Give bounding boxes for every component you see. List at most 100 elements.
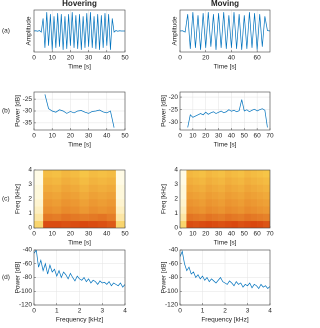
heat-cell xyxy=(218,184,226,193)
column-title: Hovering xyxy=(62,0,97,8)
heat-cell xyxy=(231,191,239,200)
heat-cell xyxy=(205,191,213,200)
x-axis-label: Time [s] xyxy=(214,142,237,149)
heat-cell xyxy=(231,184,239,193)
heat-cell xyxy=(205,184,213,193)
heat-cell xyxy=(225,170,232,178)
heat-cell xyxy=(237,191,245,200)
heat-cell xyxy=(237,220,245,228)
heat-cell xyxy=(237,199,245,207)
x-tick-label: 0 xyxy=(178,231,182,238)
heat-cell xyxy=(88,206,98,214)
heat-cell xyxy=(79,213,89,222)
heat-cell xyxy=(180,206,187,214)
heat-cell xyxy=(79,220,89,228)
axes-frame xyxy=(179,169,271,229)
heat-cell xyxy=(106,213,117,222)
heat-cell xyxy=(205,220,213,228)
x-tick-label: 20 xyxy=(67,133,75,140)
heat-cell xyxy=(52,220,62,228)
heat-cell xyxy=(263,213,270,222)
data-line xyxy=(44,94,115,128)
heat-cell xyxy=(43,177,53,185)
x-tick-label: 0 xyxy=(178,133,182,140)
heat-cell xyxy=(34,213,44,222)
x-tick-label: 0 xyxy=(32,55,36,62)
plot-area xyxy=(34,250,125,288)
x-tick-label: 4 xyxy=(268,308,272,315)
x-tick-label: 0 xyxy=(178,55,182,62)
heat-cell xyxy=(180,170,187,178)
heat-cell xyxy=(61,213,71,222)
x-tick-label: 10 xyxy=(49,231,57,238)
x-tick-label: 2 xyxy=(78,308,82,315)
heat-cell xyxy=(88,177,98,185)
heat-cell xyxy=(186,220,194,228)
heat-cell xyxy=(61,199,71,207)
heat-cell xyxy=(218,206,226,214)
heat-cell xyxy=(186,191,194,200)
y-tick-label: -60 xyxy=(23,260,33,267)
plot-area xyxy=(44,94,115,128)
y-tick-label: 1 xyxy=(174,210,178,217)
heat-cell xyxy=(212,177,219,185)
x-axis-label: Frequency [kHz] xyxy=(56,317,104,324)
heat-cell xyxy=(225,199,232,207)
heat-cell xyxy=(70,213,80,222)
heat-cell xyxy=(257,199,264,207)
axes-frame xyxy=(179,91,271,131)
heat-cell xyxy=(106,199,117,207)
panel-label: (b) xyxy=(2,108,10,115)
heat-cell xyxy=(257,170,264,178)
plot-area xyxy=(187,99,268,128)
heat-cell xyxy=(97,213,108,222)
x-tick-label: 30 xyxy=(85,55,93,62)
y-tick-label: 3 xyxy=(174,181,178,188)
heat-cell xyxy=(257,213,264,222)
heat-cell xyxy=(186,184,194,193)
heat-cell xyxy=(34,220,44,228)
heat-cell xyxy=(52,191,62,200)
heat-cell xyxy=(225,184,232,193)
heat-cell xyxy=(79,184,89,193)
heat-cell xyxy=(212,213,219,222)
heat-cell xyxy=(186,170,194,178)
heat-cell xyxy=(61,177,71,185)
data-line xyxy=(34,250,125,288)
x-tick-label: 20 xyxy=(67,55,75,62)
plot-area xyxy=(34,170,125,228)
x-axis-label: Time [s] xyxy=(214,64,237,71)
heat-cell xyxy=(192,206,200,214)
heat-cell xyxy=(199,184,207,193)
x-tick-label: 60 xyxy=(254,55,262,62)
y-tick-label: -60 xyxy=(169,260,179,267)
heat-cell xyxy=(43,220,53,228)
heat-cell xyxy=(244,191,252,200)
heat-cell xyxy=(192,199,200,207)
y-tick-label: -25 xyxy=(169,106,179,113)
y-tick-label: -100 xyxy=(165,288,178,295)
heat-cell xyxy=(250,220,258,228)
heat-cell xyxy=(115,191,125,200)
x-tick-label: 3 xyxy=(246,308,250,315)
heat-cell xyxy=(225,206,232,214)
heat-cell xyxy=(43,199,53,207)
x-tick-label: 0 xyxy=(32,133,36,140)
heat-cell xyxy=(88,170,98,178)
heat-cell xyxy=(231,206,239,214)
heat-cell xyxy=(199,213,207,222)
heat-cell xyxy=(115,206,125,214)
heat-cell xyxy=(192,220,200,228)
heat-cell xyxy=(180,220,187,228)
heat-cell xyxy=(192,184,200,193)
heat-cell xyxy=(212,206,219,214)
x-tick-label: 0 xyxy=(178,308,182,315)
heat-cell xyxy=(180,199,187,207)
heat-cell xyxy=(52,177,62,185)
heat-cell xyxy=(244,170,252,178)
x-tick-label: 10 xyxy=(189,133,197,140)
x-tick-label: 0 xyxy=(32,231,36,238)
heat-cell xyxy=(34,206,44,214)
heat-cell xyxy=(225,220,232,228)
x-tick-label: 20 xyxy=(202,133,210,140)
